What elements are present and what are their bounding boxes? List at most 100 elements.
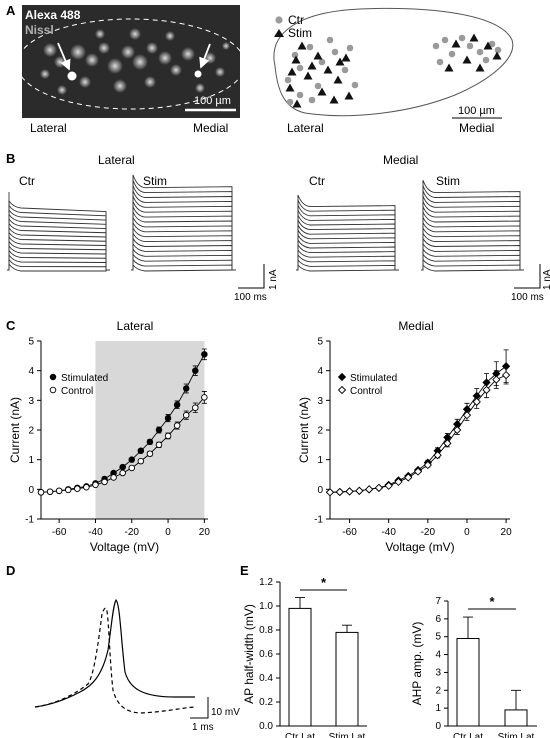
bar: [456, 638, 480, 727]
current-trace: [296, 194, 399, 271]
data-point: [345, 487, 354, 496]
micrograph-scale-label: 100 µm: [194, 95, 231, 107]
x-tick-label: -40: [88, 527, 103, 538]
data-point: [325, 488, 335, 497]
current-trace: [7, 262, 110, 272]
map-point-stim: [287, 67, 297, 76]
map-point-ctr: [466, 42, 474, 50]
current-trace: [131, 190, 236, 271]
legend-ctr-marker: [275, 16, 283, 24]
data-point: [472, 397, 481, 406]
legend-label: Control: [350, 386, 382, 397]
data-point: [462, 411, 472, 420]
error-bar: [295, 597, 305, 609]
current-trace: [131, 252, 236, 271]
x-tick-label: -40: [381, 527, 396, 538]
legend-stim-label: Stim: [288, 26, 312, 40]
y-tick-label: 0.4: [259, 673, 273, 684]
data-point: [192, 367, 199, 374]
trace-family-medial-stim: [421, 180, 524, 272]
data-point: [501, 370, 511, 380]
current-trace: [131, 174, 236, 271]
chart-title: Lateral: [117, 319, 154, 333]
iv-chart-medial: -60 -40 -20 0 20 -1 0 1 2 3 4 5 Voltage (mV) Current …: [297, 319, 512, 554]
data-point: [119, 463, 126, 471]
fluorescent-cell: [158, 51, 172, 65]
map-point-ctr: [286, 98, 294, 106]
y-tick-label: 7: [435, 596, 441, 607]
y-tick-label: 4: [317, 366, 323, 377]
current-trace: [421, 185, 524, 271]
fluorescent-cell: [195, 83, 205, 93]
x-axis-label: Voltage (mV): [385, 540, 454, 554]
map-point-ctr: [314, 82, 322, 90]
map-point-stim: [323, 65, 333, 74]
arrow-lateral: [57, 42, 71, 71]
b-scale-bar-medial: [514, 264, 541, 289]
y-axis-label: AHP amp. (mV): [410, 622, 424, 706]
recorded-neuron-map: Ctr Stim 100 µm Lateral Medial: [273, 7, 514, 135]
filled-neuron-medial: [194, 70, 202, 78]
x-axis-label: Voltage (mV): [90, 540, 159, 554]
fluorescent-cell: [121, 45, 135, 59]
data-point: [49, 386, 57, 394]
current-trace: [421, 247, 524, 271]
data-point: [404, 473, 413, 482]
data-point: [201, 394, 208, 401]
legend-label: Stimulated: [61, 373, 108, 384]
data-point: [482, 385, 491, 395]
map-point-stim: [303, 71, 313, 80]
map-point-ctr: [441, 36, 449, 44]
y-tick-label: 0.8: [259, 625, 273, 636]
map-point-stim: [462, 55, 472, 64]
map-point-stim: [483, 41, 493, 50]
x-tick-label: Stim Lat: [329, 732, 366, 738]
fluorescent-cell: [215, 67, 225, 77]
current-trace: [7, 258, 110, 271]
map-point-stim: [292, 99, 302, 108]
y-tick-label: 2: [317, 426, 323, 437]
y-tick-label: 1: [28, 455, 34, 466]
current-trace: [131, 217, 236, 271]
data-point: [37, 489, 45, 496]
fluorescent-cell: [43, 43, 57, 57]
data-point: [119, 469, 126, 477]
y-tick-label: 0.6: [259, 649, 273, 660]
fluorescent-cell: [40, 69, 50, 79]
map-point-ctr: [284, 76, 292, 84]
y-tick-label: 1.0: [259, 601, 273, 612]
data-point: [337, 385, 347, 395]
fluorescent-cell: [144, 76, 156, 88]
data-point: [394, 477, 403, 487]
fluorescent-cell: [85, 53, 99, 67]
map-point-ctr: [488, 40, 496, 48]
nucleus-outline-map: [273, 7, 514, 117]
x-tick-label: -60: [342, 527, 357, 538]
data-point: [173, 401, 181, 409]
data-point: [146, 450, 154, 457]
neuron-positions: [284, 33, 502, 108]
b-scale-time-medial: 100 ms: [511, 292, 544, 303]
map-medial-label: Medial: [459, 121, 494, 135]
y-tick-label: 3: [28, 396, 34, 407]
y-tick-label: 3: [317, 396, 323, 407]
data-point: [146, 438, 154, 446]
b-medial-stim-label: Stim: [436, 174, 460, 188]
x-tick-label: Ctr Lat: [285, 732, 315, 738]
data-point: [423, 460, 432, 470]
panel-d: D 10 mV 1 ms: [6, 563, 240, 733]
map-point-stim: [475, 63, 485, 72]
y-tick-label: 1: [435, 703, 441, 714]
x-tick-label: Stim Lat: [498, 732, 535, 738]
data-point: [337, 372, 347, 382]
panel-e-label: E: [240, 563, 249, 578]
data-point: [155, 441, 163, 449]
shaded-voltage-range: [95, 341, 205, 519]
map-point-ctr: [318, 58, 326, 66]
b-scale-bar-lateral: [238, 264, 265, 289]
y-tick-label: 0.2: [259, 697, 273, 708]
fluorescent-cell: [132, 54, 148, 70]
map-point-ctr: [346, 44, 354, 52]
fluorescent-cell: [57, 85, 67, 95]
panel-a: A Alexa 488 Nissl 100 µm Lateral Medial …: [6, 3, 514, 135]
